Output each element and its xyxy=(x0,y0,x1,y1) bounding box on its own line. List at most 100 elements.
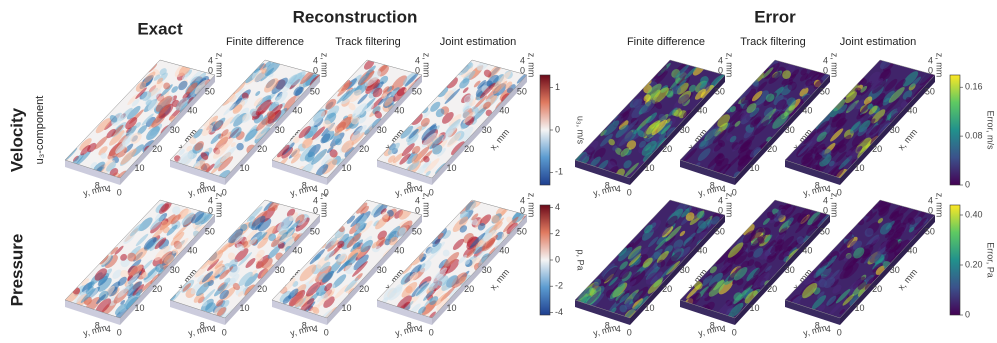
field-blob xyxy=(757,81,768,92)
field-blob xyxy=(205,302,216,313)
y-tick-label: 4 xyxy=(418,184,423,194)
field-blob xyxy=(299,226,308,235)
side-face xyxy=(225,75,320,185)
x-tick-label: 30 xyxy=(680,265,690,275)
y-axis-label: y, mm xyxy=(82,182,108,198)
field-blob xyxy=(629,271,641,282)
field-blob xyxy=(783,250,790,258)
field-blob xyxy=(435,108,445,118)
field-blob xyxy=(483,101,491,110)
field-blob xyxy=(133,247,148,261)
field-blob xyxy=(373,220,380,227)
field-blob xyxy=(448,114,462,127)
field-blob xyxy=(618,246,633,262)
field-blob xyxy=(323,120,332,129)
field-blob xyxy=(673,94,690,111)
field-blob xyxy=(161,220,169,228)
field-blob xyxy=(634,259,642,266)
field-blob xyxy=(798,212,814,228)
y-tick-label: 4 xyxy=(826,184,831,194)
field-blob xyxy=(402,72,416,86)
field-blob xyxy=(182,283,192,292)
field-blob xyxy=(430,101,441,112)
field-blob xyxy=(753,90,769,106)
field-blob xyxy=(220,116,234,130)
field-blob xyxy=(200,211,214,225)
field-blob xyxy=(223,277,231,285)
field-blob xyxy=(236,243,245,252)
x-tick-label: 10 xyxy=(135,163,145,173)
field-blob xyxy=(334,127,344,137)
field-blob xyxy=(493,80,508,95)
field-blob xyxy=(409,272,419,281)
field-blob xyxy=(238,271,253,287)
block-outline xyxy=(271,199,423,319)
field-blob xyxy=(868,105,878,115)
field-blob xyxy=(350,116,360,125)
field-blob xyxy=(115,144,126,155)
field-blob xyxy=(352,103,368,119)
z-tick-label: 4 xyxy=(928,55,933,65)
colorbar-tick-label: -1 xyxy=(555,167,563,177)
field-blob xyxy=(356,202,368,214)
field-blob xyxy=(443,252,460,268)
field-blob xyxy=(129,223,143,237)
field-blob xyxy=(839,265,854,280)
field-blob xyxy=(220,146,237,163)
x-tick-label: 50 xyxy=(412,87,422,97)
field-blob xyxy=(234,234,244,244)
y-tick-label: 0 xyxy=(117,327,122,337)
colorbar-tick-label: 0 xyxy=(555,124,560,134)
field-blob xyxy=(839,308,845,315)
y-axis-label: y, mm xyxy=(82,322,108,338)
field-blob xyxy=(843,253,852,262)
field-blob xyxy=(200,163,211,173)
field-blob xyxy=(120,148,137,165)
field-blob xyxy=(324,237,338,250)
field-blob xyxy=(717,139,725,147)
field-blob xyxy=(144,267,160,283)
field-blob xyxy=(279,290,292,303)
field-blob xyxy=(619,292,630,303)
field-blob xyxy=(334,138,342,146)
x-tick-label: 10 xyxy=(855,163,865,173)
side-face xyxy=(272,160,327,185)
field-blob xyxy=(106,161,117,172)
field-blob xyxy=(807,211,821,226)
field-blob xyxy=(830,278,839,288)
field-blob xyxy=(253,97,263,107)
side-face xyxy=(785,160,840,185)
field-blob xyxy=(420,256,426,263)
field-blob xyxy=(787,81,797,91)
field-blob xyxy=(238,252,253,266)
field-blob xyxy=(421,132,437,148)
field-blob xyxy=(194,79,210,95)
side-face xyxy=(377,160,432,185)
field-blob xyxy=(872,236,881,244)
y-tick-label: 4 xyxy=(313,184,318,194)
side-face xyxy=(735,75,830,185)
z-tick-label: 0 xyxy=(313,65,318,75)
field-blob xyxy=(799,73,809,82)
field-blob xyxy=(199,212,209,222)
field-blob xyxy=(127,252,137,262)
field-blob xyxy=(498,71,512,84)
field-blob xyxy=(666,251,682,267)
field-blob xyxy=(230,142,236,148)
field-blob xyxy=(589,287,597,296)
field-blob xyxy=(264,78,279,93)
field-blob xyxy=(504,81,513,89)
field-blob xyxy=(423,290,434,301)
z-tick-label: 4 xyxy=(313,195,318,205)
field-blob xyxy=(874,254,884,264)
field-blob xyxy=(656,250,669,263)
x-tick-label: 20 xyxy=(767,284,777,294)
field-blob xyxy=(149,215,165,231)
z-tick-label: 4 xyxy=(208,195,213,205)
field-blob xyxy=(336,90,351,104)
field-blob xyxy=(749,146,761,158)
field-blob xyxy=(700,85,715,99)
field-blob xyxy=(471,106,487,122)
field-blob xyxy=(884,98,900,114)
field-blob xyxy=(473,80,481,88)
